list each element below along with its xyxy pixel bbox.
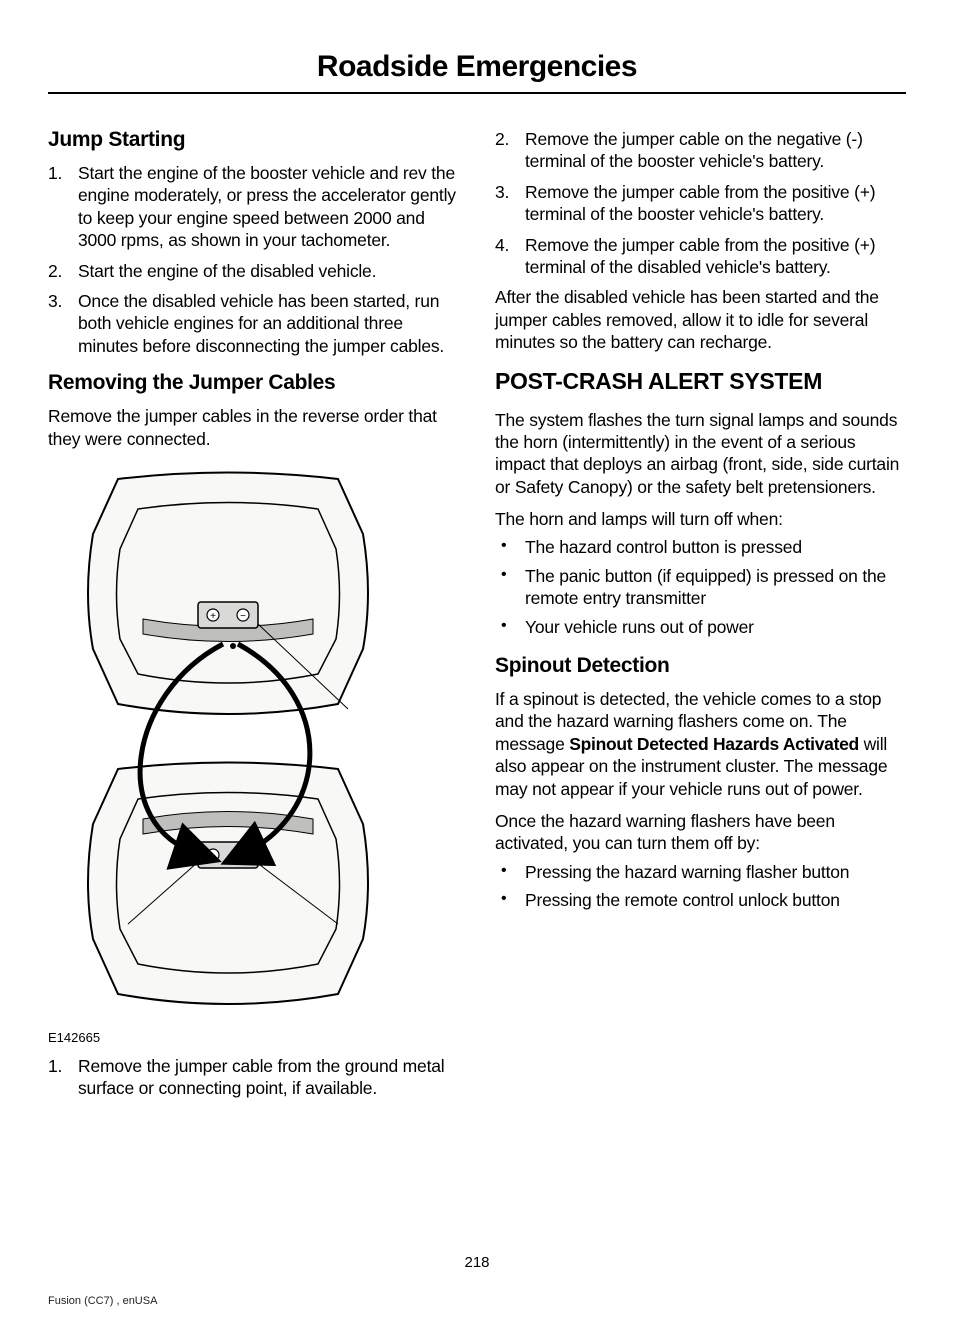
footer-text: Fusion (CC7) , enUSA — [48, 1295, 157, 1307]
body-text: The system flashes the turn signal lamps… — [495, 409, 906, 499]
heading-spinout: Spinout Detection — [495, 654, 906, 678]
flashers-off-list: Pressing the hazard warning flasher butt… — [495, 861, 906, 912]
list-item: Pressing the hazard warning flasher butt… — [495, 861, 906, 883]
content-columns: Jump Starting Start the engine of the bo… — [48, 128, 906, 1108]
figure-caption: E142665 — [48, 1030, 459, 1045]
page-number: 218 — [0, 1254, 954, 1271]
list-item: Start the engine of the disabled vehicle… — [48, 260, 459, 282]
list-item: Remove the jumper cable from the positiv… — [495, 181, 906, 226]
body-text: Remove the jumper cables in the reverse … — [48, 405, 459, 450]
jump-starting-list: Start the engine of the booster vehicle … — [48, 162, 459, 357]
page-title: Roadside Emergencies — [48, 50, 906, 84]
svg-text:−: − — [240, 611, 246, 622]
list-item: Your vehicle runs out of power — [495, 616, 906, 638]
list-item: Once the disabled vehicle has been start… — [48, 290, 459, 357]
heading-removing-jumper: Removing the Jumper Cables — [48, 371, 459, 395]
body-text: The horn and lamps will turn off when: — [495, 508, 906, 530]
svg-text:+: + — [210, 611, 216, 622]
horn-off-list: The hazard control button is pressed The… — [495, 536, 906, 638]
list-item: Remove the jumper cable from the positiv… — [495, 234, 906, 279]
bold-message: Spinout Detected Hazards Activated — [569, 734, 859, 754]
heading-post-crash: POST-CRASH ALERT SYSTEM — [495, 368, 906, 395]
remove-jumper-list-part2: Remove the jumper cable on the negative … — [495, 128, 906, 278]
page: Roadside Emergencies Jump Starting Start… — [0, 0, 954, 1329]
list-item: Start the engine of the booster vehicle … — [48, 162, 459, 252]
list-item: The panic button (if equipped) is presse… — [495, 565, 906, 610]
body-text: If a spinout is detected, the vehicle co… — [495, 688, 906, 800]
body-text: Once the hazard warning flashers have be… — [495, 810, 906, 855]
body-text: After the disabled vehicle has been star… — [495, 286, 906, 353]
list-item: The hazard control button is pressed — [495, 536, 906, 558]
remove-jumper-list-part1: Remove the jumper cable from the ground … — [48, 1055, 459, 1100]
svg-text:−: − — [210, 851, 216, 862]
heading-jump-starting: Jump Starting — [48, 128, 459, 152]
page-header: Roadside Emergencies — [48, 50, 906, 94]
right-column: Remove the jumper cable on the negative … — [495, 128, 906, 1108]
figure-jumper-cables: + − − + — [48, 464, 459, 1024]
list-item: Remove the jumper cable from the ground … — [48, 1055, 459, 1100]
left-column: Jump Starting Start the engine of the bo… — [48, 128, 459, 1108]
list-item: Remove the jumper cable on the negative … — [495, 128, 906, 173]
list-item: Pressing the remote control unlock butto… — [495, 889, 906, 911]
jumper-cable-diagram-icon: + − − + — [48, 464, 388, 1024]
